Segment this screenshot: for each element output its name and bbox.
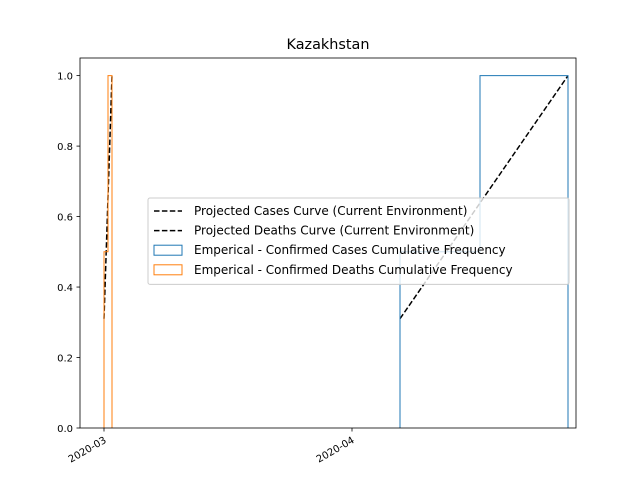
y-tick-label: 0.0 — [57, 424, 73, 435]
y-tick-label: 1.0 — [57, 72, 73, 83]
y-tick-label: 0.6 — [57, 213, 73, 224]
legend-swatch-box — [153, 244, 183, 256]
legend-label: Emperical - Confirmed Deaths Cumulative … — [194, 263, 513, 277]
legend-label: Projected Deaths Curve (Current Environm… — [194, 224, 474, 238]
axes-frame — [79, 57, 577, 429]
legend-label: Projected Cases Curve (Current Environme… — [194, 204, 467, 218]
series-3-step-outline — [103, 75, 113, 428]
y-tick-label: 0.4 — [57, 283, 73, 294]
chart-title: Kazakhstan — [287, 37, 370, 53]
y-tick-label: 0.2 — [57, 354, 73, 365]
legend-box — [147, 197, 570, 285]
legend-swatch-box — [153, 264, 183, 276]
legend: Projected Cases Curve (Current Environme… — [147, 197, 570, 285]
legend-label: Emperical - Confirmed Cases Cumulative F… — [194, 243, 506, 257]
y-tick-label: 0.8 — [57, 142, 73, 153]
